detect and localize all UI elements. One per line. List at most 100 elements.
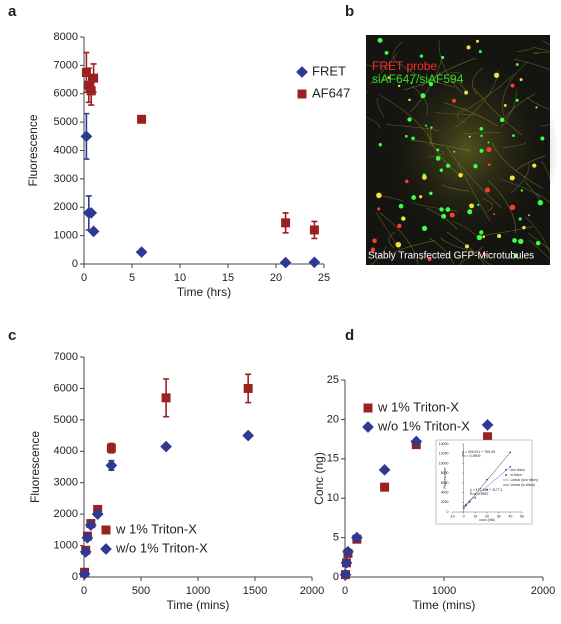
vesicle xyxy=(458,172,463,178)
x-tick-label: 30 xyxy=(497,515,501,519)
legend-label: w/o triton xyxy=(511,468,525,472)
microtubule xyxy=(366,64,373,67)
y-tick-label: 1000 xyxy=(54,539,78,551)
x-tick-label: 1000 xyxy=(432,585,456,597)
vesicle xyxy=(537,199,544,206)
microtubule xyxy=(501,179,541,197)
microtubule xyxy=(376,97,385,117)
microtubule xyxy=(526,97,550,110)
microtubule xyxy=(541,160,550,180)
microtubule xyxy=(491,142,543,189)
microtubule xyxy=(449,71,461,74)
vesicle xyxy=(420,257,423,260)
microtubule xyxy=(411,86,428,117)
legend-swatch xyxy=(100,543,112,555)
marker-diamond xyxy=(340,556,353,569)
microtubule xyxy=(482,226,533,236)
y-tick-label: 10000 xyxy=(439,461,449,465)
x-tick-label: 15 xyxy=(222,272,234,284)
microtubule xyxy=(511,163,530,193)
vesicle xyxy=(515,98,519,102)
y-tick-label: 6000 xyxy=(54,382,78,394)
marker-square xyxy=(161,393,171,403)
vesicle xyxy=(473,164,478,169)
vesicle xyxy=(513,253,519,258)
y-tick-label: 8000 xyxy=(441,471,449,475)
microtubule xyxy=(388,231,396,249)
annotation: R² = 0.9909 xyxy=(462,454,480,458)
microtubule xyxy=(502,61,528,118)
microtubule xyxy=(542,40,550,46)
vesicle xyxy=(411,195,417,200)
x-tick-label: 20 xyxy=(270,272,282,284)
microtubule xyxy=(456,107,467,125)
vesicle xyxy=(419,195,423,199)
y-axis-label: Fluorescence xyxy=(26,114,40,186)
vesicle xyxy=(421,225,428,231)
marker-diamond xyxy=(135,246,148,258)
x-tick-label: 0 xyxy=(342,585,348,597)
microtubule xyxy=(380,94,434,147)
vesicle xyxy=(512,238,517,243)
panel-letter: c xyxy=(8,327,16,344)
vesicle xyxy=(404,179,409,184)
vesicle xyxy=(419,54,424,58)
vesicle xyxy=(372,238,377,244)
panel-letter: a xyxy=(8,3,17,20)
marker-diamond xyxy=(105,459,118,472)
vesicle xyxy=(422,175,427,180)
marker-dot xyxy=(474,497,477,499)
legend-swatch xyxy=(297,89,307,99)
vesicle xyxy=(397,223,402,229)
marker-square xyxy=(81,67,91,77)
microtubule xyxy=(369,246,387,265)
vesicle xyxy=(487,163,491,167)
microtubule xyxy=(524,180,542,201)
legend-swatch xyxy=(101,525,111,535)
microtubule xyxy=(438,39,463,94)
panel-letter: d xyxy=(345,327,354,344)
vesicle xyxy=(484,187,490,193)
microtubule xyxy=(488,180,517,234)
x-tick-label: 1000 xyxy=(186,585,210,597)
vesicle xyxy=(401,216,406,221)
vesicle xyxy=(486,147,492,153)
marker-diamond xyxy=(410,435,423,448)
vesicle xyxy=(519,78,523,82)
vesicle xyxy=(384,50,389,55)
y-tick-label: 5000 xyxy=(54,116,78,128)
vesicle xyxy=(445,207,451,212)
x-tick-label: 5 xyxy=(129,272,135,284)
x-tick-label: 10 xyxy=(174,272,186,284)
y-tick-label: 4000 xyxy=(54,144,78,156)
microtubule xyxy=(369,52,398,85)
fit-line xyxy=(463,452,511,509)
marker-diamond xyxy=(342,545,354,558)
vesicle xyxy=(476,234,483,241)
y-tick-label: 7000 xyxy=(54,351,78,363)
marker-diamond xyxy=(81,531,94,544)
marker-diamond xyxy=(378,463,391,476)
vesicle xyxy=(499,117,505,123)
microtubule xyxy=(393,41,403,66)
x-tick-label: -10 xyxy=(449,515,454,519)
vesicle xyxy=(493,72,500,78)
microtubule xyxy=(461,74,514,114)
marker-square xyxy=(243,383,253,393)
marker-square xyxy=(89,73,99,83)
vesicle xyxy=(464,90,469,95)
vesicle xyxy=(395,241,402,248)
vesicle xyxy=(441,55,445,60)
vesicle xyxy=(510,83,515,88)
x-tick-label: 1500 xyxy=(243,585,267,597)
annotation: R² = 0.9987 xyxy=(470,492,488,496)
vesicle xyxy=(515,63,519,66)
vesicle xyxy=(482,235,486,239)
y-tick-label: 15 xyxy=(327,453,339,465)
vesicle xyxy=(466,45,471,50)
microtubule xyxy=(411,202,458,212)
vesicle xyxy=(512,134,515,138)
vesicle xyxy=(535,106,538,109)
legend-label: w 1% Triton-X xyxy=(115,521,197,536)
microtubule xyxy=(386,124,440,132)
